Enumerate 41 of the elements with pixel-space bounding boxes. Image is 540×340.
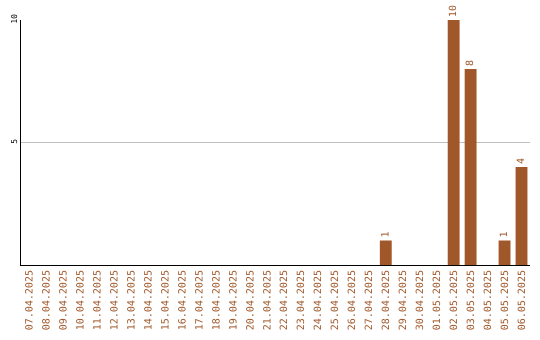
x-tick-label: 27.04.2025 (364, 270, 376, 330)
x-tick-label: 22.04.2025 (279, 270, 290, 330)
x-tick-label: 23.04.2025 (296, 270, 308, 330)
x-tick-label: 09.04.2025 (58, 270, 70, 330)
bar (498, 240, 510, 265)
bar (380, 240, 392, 265)
x-tick-label: 14.04.2025 (144, 270, 154, 330)
data-label: 4 (516, 158, 528, 164)
x-tick-label: 02.05.2025 (448, 270, 460, 330)
x-tick-label: 29.04.2025 (398, 270, 409, 330)
data-label: 10 (448, 5, 460, 17)
x-tick-label: 06.05.2025 (516, 270, 528, 330)
x-tick-label: 25.04.2025 (330, 270, 342, 330)
x-tick-label: 17.04.2025 (194, 270, 206, 330)
bar (464, 69, 477, 265)
data-label: 1 (499, 231, 510, 238)
bar (448, 20, 460, 265)
x-tick-label: 16.04.2025 (177, 270, 188, 330)
x-tick-label: 10.04.2025 (76, 270, 87, 330)
x-tick-label: 01.05.2025 (432, 270, 443, 330)
x-tick-label: 15.04.2025 (160, 270, 172, 330)
x-tick-label: 05.05.2025 (500, 270, 511, 330)
x-tick-label: 11.04.2025 (92, 270, 104, 330)
x-tick-label: 26.04.2025 (347, 270, 358, 330)
x-tick-label: 07.04.2025 (24, 270, 36, 330)
x-tick-label: 12.04.2025 (110, 270, 121, 330)
x-tick-label: 13.04.2025 (126, 270, 138, 330)
bar (516, 167, 528, 265)
x-tick-label: 30.04.2025 (414, 270, 426, 330)
x-tick-label: 21.04.2025 (262, 270, 274, 330)
x-tick-label: 24.04.2025 (313, 270, 324, 330)
data-label: 1 (380, 231, 392, 238)
x-tick-label: 04.05.2025 (482, 270, 494, 330)
x-tick-label: 19.04.2025 (228, 270, 240, 330)
x-tick-label: 28.04.2025 (381, 270, 392, 330)
x-tick-label: 08.04.2025 (42, 270, 53, 330)
data-label: 8 (465, 60, 476, 66)
x-tick-label: 18.04.2025 (211, 270, 222, 330)
x-tick-label: 20.04.2025 (245, 270, 256, 330)
x-tick-label: 03.05.2025 (466, 270, 477, 330)
y-tick-label: 5 (10, 138, 19, 144)
